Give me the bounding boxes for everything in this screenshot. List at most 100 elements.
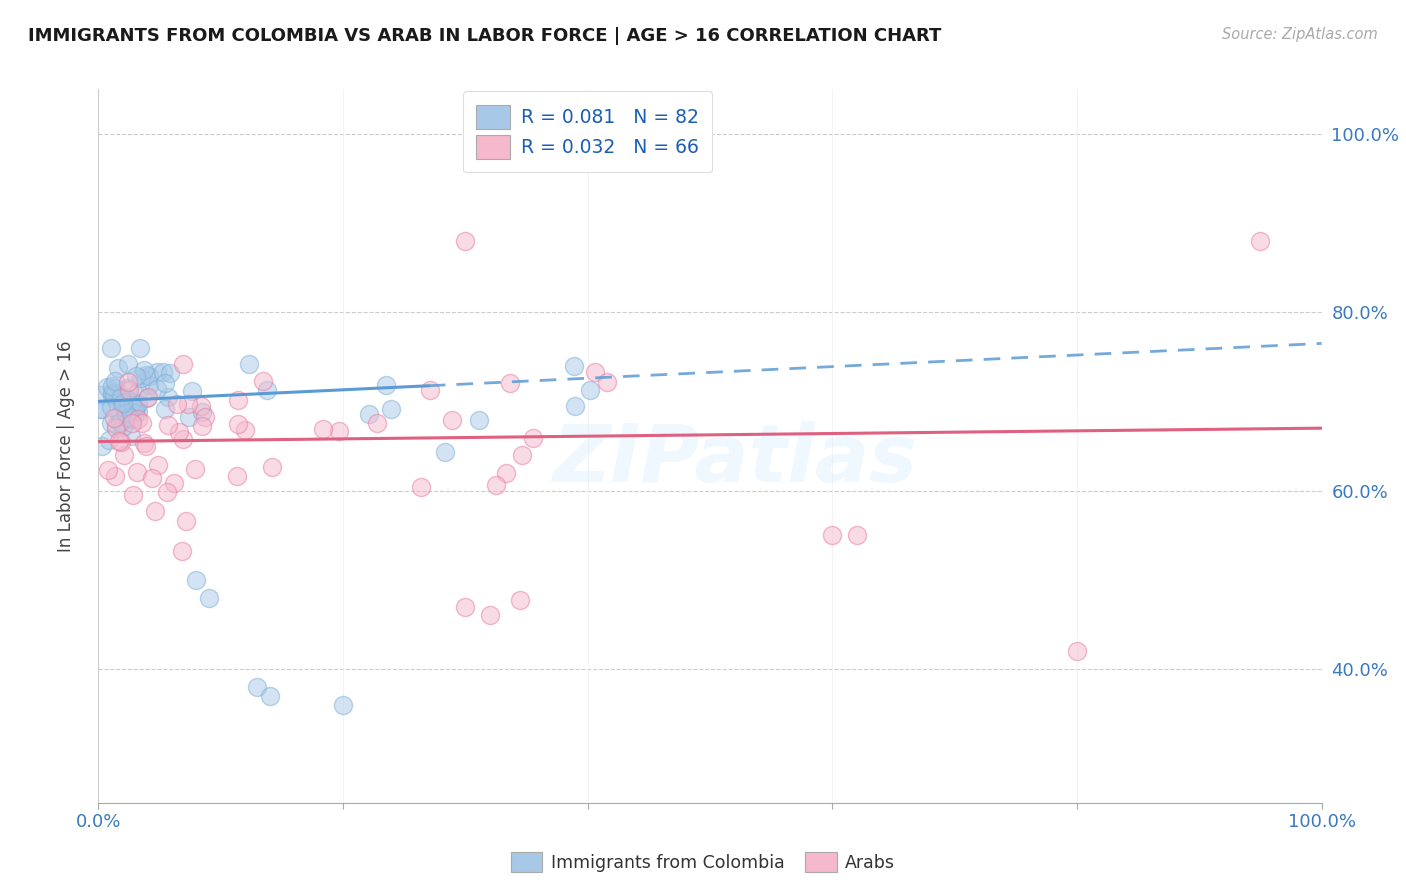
Point	[110, 390, 132, 404]
Point	[111, 399, 134, 413]
Point	[115, 410, 138, 425]
Point	[97, 434, 120, 448]
Point	[108, 407, 131, 421]
Point	[121, 416, 143, 430]
Point	[101, 389, 124, 403]
Point	[585, 365, 607, 379]
Point	[104, 374, 127, 388]
Point	[107, 434, 129, 448]
Point	[174, 514, 197, 528]
Point	[120, 429, 142, 443]
Point	[596, 376, 619, 390]
Point	[117, 357, 139, 371]
Point	[103, 411, 125, 425]
Point	[100, 400, 122, 414]
Point	[311, 421, 333, 435]
Point	[172, 357, 194, 371]
Point	[135, 439, 157, 453]
Point	[156, 485, 179, 500]
Point	[101, 378, 124, 392]
Point	[143, 504, 166, 518]
Point	[127, 412, 149, 426]
Point	[499, 376, 522, 390]
Point	[118, 409, 141, 424]
Point	[328, 425, 350, 439]
Point	[510, 448, 533, 462]
Point	[96, 379, 118, 393]
Point	[191, 405, 214, 419]
Point	[122, 488, 145, 502]
Point	[108, 415, 131, 429]
Point	[441, 413, 464, 427]
Point	[100, 416, 122, 430]
Point	[127, 384, 149, 399]
Point	[454, 234, 477, 248]
Point	[184, 461, 207, 475]
Point	[138, 369, 160, 384]
Legend: Immigrants from Colombia, Arabs: Immigrants from Colombia, Arabs	[503, 845, 903, 879]
Text: IMMIGRANTS FROM COLOMBIA VS ARAB IN LABOR FORCE | AGE > 16 CORRELATION CHART: IMMIGRANTS FROM COLOMBIA VS ARAB IN LABO…	[28, 27, 942, 45]
Point	[91, 438, 114, 452]
Point	[191, 418, 214, 433]
Point	[332, 698, 354, 712]
Point	[129, 341, 152, 355]
Point	[90, 388, 112, 402]
Point	[359, 407, 381, 421]
Point	[485, 477, 508, 491]
Point	[104, 381, 127, 395]
Point	[579, 383, 602, 397]
Point	[172, 432, 194, 446]
Point	[522, 431, 544, 445]
Point	[256, 383, 278, 397]
Point	[141, 470, 163, 484]
Point	[155, 401, 177, 416]
Point	[167, 425, 190, 440]
Point	[112, 401, 135, 415]
Point	[177, 410, 200, 425]
Point	[138, 378, 160, 392]
Point	[366, 416, 388, 430]
Point	[103, 388, 125, 402]
Point	[115, 392, 138, 406]
Point	[375, 378, 398, 392]
Point	[132, 436, 155, 450]
Point	[226, 417, 249, 432]
Point	[104, 468, 127, 483]
Point	[107, 361, 129, 376]
Point	[157, 390, 180, 404]
Point	[135, 368, 157, 382]
Point	[1066, 644, 1088, 658]
Point	[159, 367, 181, 381]
Point	[821, 528, 844, 542]
Point	[163, 475, 186, 490]
Point	[105, 418, 128, 433]
Point	[115, 406, 138, 420]
Point	[135, 392, 157, 406]
Point	[111, 419, 134, 434]
Point	[100, 341, 122, 355]
Point	[252, 374, 274, 388]
Point	[120, 398, 142, 412]
Point	[125, 401, 148, 415]
Point	[233, 423, 256, 437]
Point	[166, 397, 188, 411]
Point	[136, 390, 159, 404]
Text: Source: ZipAtlas.com: Source: ZipAtlas.com	[1222, 27, 1378, 42]
Point	[124, 402, 146, 417]
Point	[468, 413, 491, 427]
Point	[152, 365, 174, 379]
Point	[97, 463, 120, 477]
Legend: R = 0.081   N = 82, R = 0.032   N = 66: R = 0.081 N = 82, R = 0.032 N = 66	[463, 92, 713, 172]
Point	[226, 392, 249, 407]
Point	[259, 689, 281, 703]
Point	[127, 397, 149, 411]
Point	[177, 396, 200, 410]
Point	[110, 434, 132, 449]
Point	[454, 599, 477, 614]
Point	[104, 392, 127, 407]
Point	[1249, 234, 1271, 248]
Point	[153, 376, 176, 390]
Point	[112, 448, 135, 462]
Point	[107, 388, 129, 402]
Point	[146, 382, 169, 396]
